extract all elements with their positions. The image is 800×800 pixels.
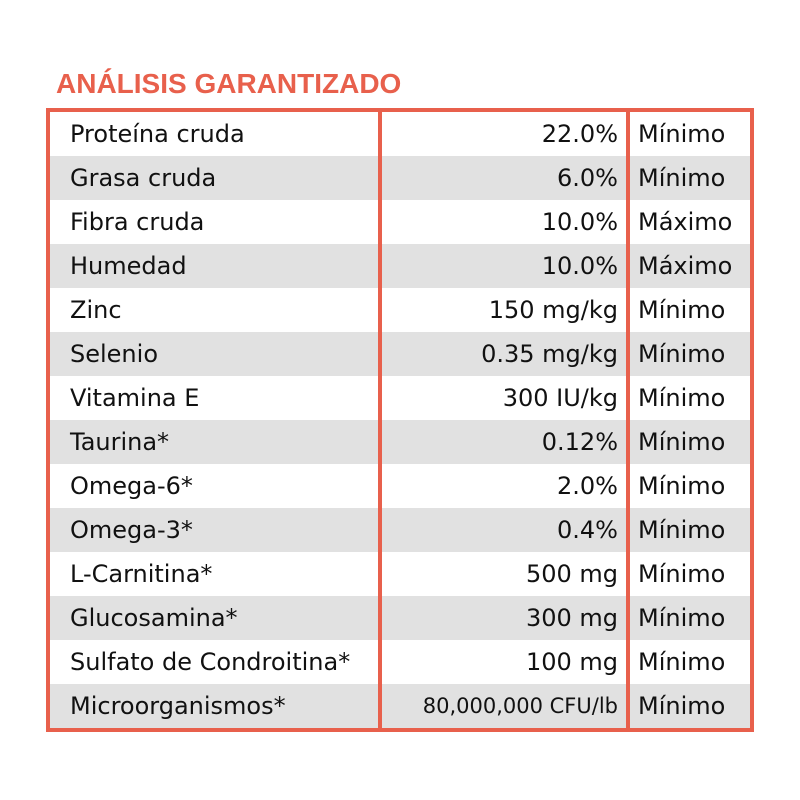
nutrient-name: Glucosamina* bbox=[70, 604, 238, 632]
nutrient-name: L-Carnitina* bbox=[70, 560, 213, 588]
nutrient-value: 0.12% bbox=[541, 428, 618, 456]
table-row: Fibra cruda 10.0% Máximo bbox=[50, 200, 750, 244]
nutrient-name: Selenio bbox=[70, 340, 158, 368]
min-max-label: Mínimo bbox=[638, 164, 726, 192]
nutrient-value: 300 mg bbox=[525, 604, 618, 632]
table-row: Omega-3* 0.4% Mínimo bbox=[50, 508, 750, 552]
table-row: Vitamina E 300 IU/kg Mínimo bbox=[50, 376, 750, 420]
nutrient-value: 2.0% bbox=[557, 472, 618, 500]
nutrient-value: 150 mg/kg bbox=[488, 296, 618, 324]
nutrient-value: 0.35 mg/kg bbox=[481, 340, 618, 368]
min-max-label: Mínimo bbox=[638, 384, 726, 412]
min-max-label: Máximo bbox=[638, 208, 733, 236]
table-row: Selenio 0.35 mg/kg Mínimo bbox=[50, 332, 750, 376]
min-max-label: Mínimo bbox=[638, 120, 726, 148]
min-max-label: Mínimo bbox=[638, 692, 726, 720]
nutrient-name: Grasa cruda bbox=[70, 164, 217, 192]
table-row: Glucosamina* 300 mg Mínimo bbox=[50, 596, 750, 640]
column-divider bbox=[626, 112, 630, 728]
min-max-label: Máximo bbox=[638, 252, 733, 280]
nutrient-name: Omega-6* bbox=[70, 472, 193, 500]
table-row: L-Carnitina* 500 mg Mínimo bbox=[50, 552, 750, 596]
nutrient-name: Omega-3* bbox=[70, 516, 193, 544]
nutrient-value: 80,000,000 CFU/lb bbox=[422, 694, 618, 718]
column-divider bbox=[378, 112, 382, 728]
nutrient-value: 300 IU/kg bbox=[502, 384, 618, 412]
min-max-label: Mínimo bbox=[638, 604, 726, 632]
guaranteed-analysis-table: Proteína cruda 22.0% Mínimo Grasa cruda 6.0%… bbox=[46, 108, 754, 732]
nutrient-value: 6.0% bbox=[557, 164, 618, 192]
min-max-label: Mínimo bbox=[638, 296, 726, 324]
nutrient-value: 10.0% bbox=[541, 208, 618, 236]
table-row: Taurina* 0.12% Mínimo bbox=[50, 420, 750, 464]
nutrient-name: Taurina* bbox=[70, 428, 170, 456]
page-title: ANÁLISIS GARANTIZADO bbox=[56, 68, 402, 99]
table-row: Grasa cruda 6.0% Mínimo bbox=[50, 156, 750, 200]
nutrient-name: Zinc bbox=[70, 296, 122, 324]
table-row: Omega-6* 2.0% Mínimo bbox=[50, 464, 750, 508]
table-row: Humedad 10.0% Máximo bbox=[50, 244, 750, 288]
nutrient-value: 10.0% bbox=[541, 252, 618, 280]
table-row: Proteína cruda 22.0% Mínimo bbox=[50, 112, 750, 156]
nutrient-value: 0.4% bbox=[557, 516, 618, 544]
min-max-label: Mínimo bbox=[638, 648, 726, 676]
table-row: Zinc 150 mg/kg Mínimo bbox=[50, 288, 750, 332]
nutrient-value: 100 mg bbox=[525, 648, 618, 676]
nutrient-name: Proteína cruda bbox=[70, 120, 245, 148]
table-row: Sulfato de Condroitina* 100 mg Mínimo bbox=[50, 640, 750, 684]
min-max-label: Mínimo bbox=[638, 340, 726, 368]
nutrient-name: Sulfato de Condroitina* bbox=[70, 648, 351, 676]
table-row: Microorganismos* 80,000,000 CFU/lb Mínimo bbox=[50, 684, 750, 728]
nutrient-name: Humedad bbox=[70, 252, 187, 280]
min-max-label: Mínimo bbox=[638, 472, 726, 500]
min-max-label: Mínimo bbox=[638, 516, 726, 544]
nutrient-value: 500 mg bbox=[525, 560, 618, 588]
nutrient-name: Vitamina E bbox=[70, 384, 200, 412]
min-max-label: Mínimo bbox=[638, 560, 726, 588]
nutrient-name: Microorganismos* bbox=[70, 692, 286, 720]
min-max-label: Mínimo bbox=[638, 428, 726, 456]
nutrient-name: Fibra cruda bbox=[70, 208, 205, 236]
nutrient-value: 22.0% bbox=[541, 120, 618, 148]
